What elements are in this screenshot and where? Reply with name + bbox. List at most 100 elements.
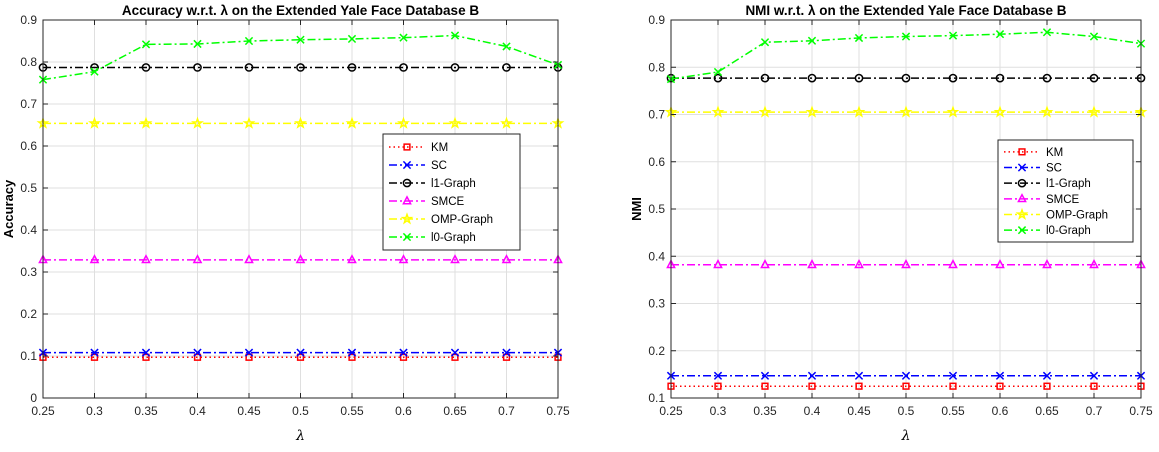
x-marker	[347, 34, 357, 44]
star-marker	[1015, 207, 1029, 220]
chart-title: NMI w.r.t. λ on the Extended Yale Face D…	[745, 3, 1066, 18]
triangle-marker	[141, 254, 151, 264]
star-marker	[711, 105, 725, 118]
x-marker	[90, 348, 99, 357]
triangle-marker	[760, 259, 770, 269]
x-marker	[854, 33, 864, 43]
x-tick-label: 0.7	[1086, 404, 1103, 418]
triangle-marker	[1017, 193, 1027, 203]
circle-marker	[399, 63, 408, 72]
legend-entry: OMP-Graph	[1004, 207, 1108, 222]
triangle-marker	[402, 195, 412, 205]
legend-label: l1-Graph	[1046, 178, 1091, 190]
x-marker	[1089, 32, 1099, 41]
square-marker	[902, 382, 910, 390]
x-marker	[244, 36, 254, 46]
x-tick-label: 0.4	[189, 404, 206, 418]
triangle-marker	[89, 254, 100, 264]
x-tick-label: 0.25	[659, 404, 683, 418]
x-tick-label: 0.45	[237, 404, 261, 418]
series-l0-graph	[666, 28, 1146, 84]
x-marker	[760, 371, 770, 380]
x-marker	[713, 67, 723, 77]
legend-label: OMP-Graph	[431, 214, 493, 226]
legend-entry: l1-Graph	[1004, 178, 1091, 190]
triangle-marker	[995, 259, 1005, 269]
x-tick-label: 0.4	[804, 404, 821, 418]
x-marker	[296, 35, 305, 44]
x-tick-label: 0.35	[134, 404, 158, 418]
x-tick-label: 0.65	[1035, 404, 1059, 418]
series-omp-graph	[36, 116, 565, 129]
legend-entry: SC	[1004, 163, 1062, 175]
star-marker	[242, 116, 256, 129]
square-marker	[502, 353, 511, 361]
circle-marker	[1089, 73, 1099, 83]
circle-marker	[502, 63, 511, 72]
x-marker	[90, 67, 99, 76]
x-marker	[807, 371, 817, 380]
star-marker	[88, 116, 101, 129]
legend: KM SC l1-Graph SMCE OMP-Graph l0-Graph	[382, 133, 521, 251]
x-marker	[1017, 226, 1027, 235]
y-axis-label: NMI	[629, 197, 644, 221]
square-marker	[855, 382, 863, 390]
x-marker	[399, 348, 408, 357]
triangle-marker	[1042, 259, 1052, 269]
triangle-marker	[398, 254, 409, 264]
legend-label: OMP-Graph	[1046, 210, 1108, 222]
x-marker	[948, 31, 958, 40]
x-marker	[1042, 371, 1052, 380]
legend-entry: KM	[389, 142, 448, 154]
triangle-marker	[948, 259, 958, 269]
x-tick-label: 0.5	[898, 404, 915, 418]
circle-marker	[807, 73, 817, 83]
x-tick-label: 0.45	[847, 404, 871, 418]
y-tick-label: 0.8	[648, 60, 665, 74]
x-axis-label: λ	[295, 428, 305, 444]
x-marker	[948, 371, 958, 380]
x-axis-label: λ	[901, 428, 911, 444]
star-marker	[993, 105, 1007, 118]
x-tick-label: 0.5	[292, 404, 309, 418]
x-tick-label: 0.35	[753, 404, 777, 418]
x-marker	[1042, 28, 1052, 37]
legend-entry: SC	[389, 160, 447, 172]
x-tick-label: 0.75	[546, 404, 570, 418]
circle-marker	[1017, 178, 1027, 188]
x-tick-label: 0.7	[498, 404, 515, 418]
star-marker	[805, 105, 819, 118]
triangle-marker	[901, 259, 911, 269]
y-tick-label: 0	[30, 391, 37, 405]
circle-marker	[141, 63, 151, 72]
y-tick-label: 0.1	[20, 349, 37, 363]
triangle-marker	[1089, 259, 1099, 269]
x-marker	[141, 348, 151, 357]
chart-title: Accuracy w.r.t. λ on the Extended Yale F…	[122, 3, 479, 18]
x-marker	[450, 31, 460, 40]
circle-marker	[760, 73, 770, 83]
series-km	[667, 382, 1145, 390]
y-tick-label: 0.9	[20, 13, 37, 27]
star-marker	[500, 116, 513, 129]
x-marker	[995, 30, 1005, 39]
star-marker	[345, 116, 359, 129]
x-marker	[760, 38, 770, 47]
x-tick-label: 0.65	[443, 404, 467, 418]
circle-marker	[948, 73, 958, 83]
y-tick-label: 0.5	[20, 181, 37, 195]
legend-box	[997, 139, 1134, 243]
x-marker	[502, 42, 511, 51]
x-tick-label: 0.6	[992, 404, 1009, 418]
circle-marker	[193, 63, 202, 72]
square-marker	[949, 382, 957, 390]
y-axis-label: Accuracy	[1, 179, 16, 238]
legend-entry: KM	[1004, 147, 1063, 159]
legend-label: SC	[1046, 163, 1062, 175]
legend-label: SMCE	[1046, 194, 1080, 206]
y-tick-label: 0.4	[20, 223, 37, 237]
series-line	[42, 34, 559, 81]
circle-marker	[296, 63, 305, 72]
square-marker	[996, 382, 1004, 390]
